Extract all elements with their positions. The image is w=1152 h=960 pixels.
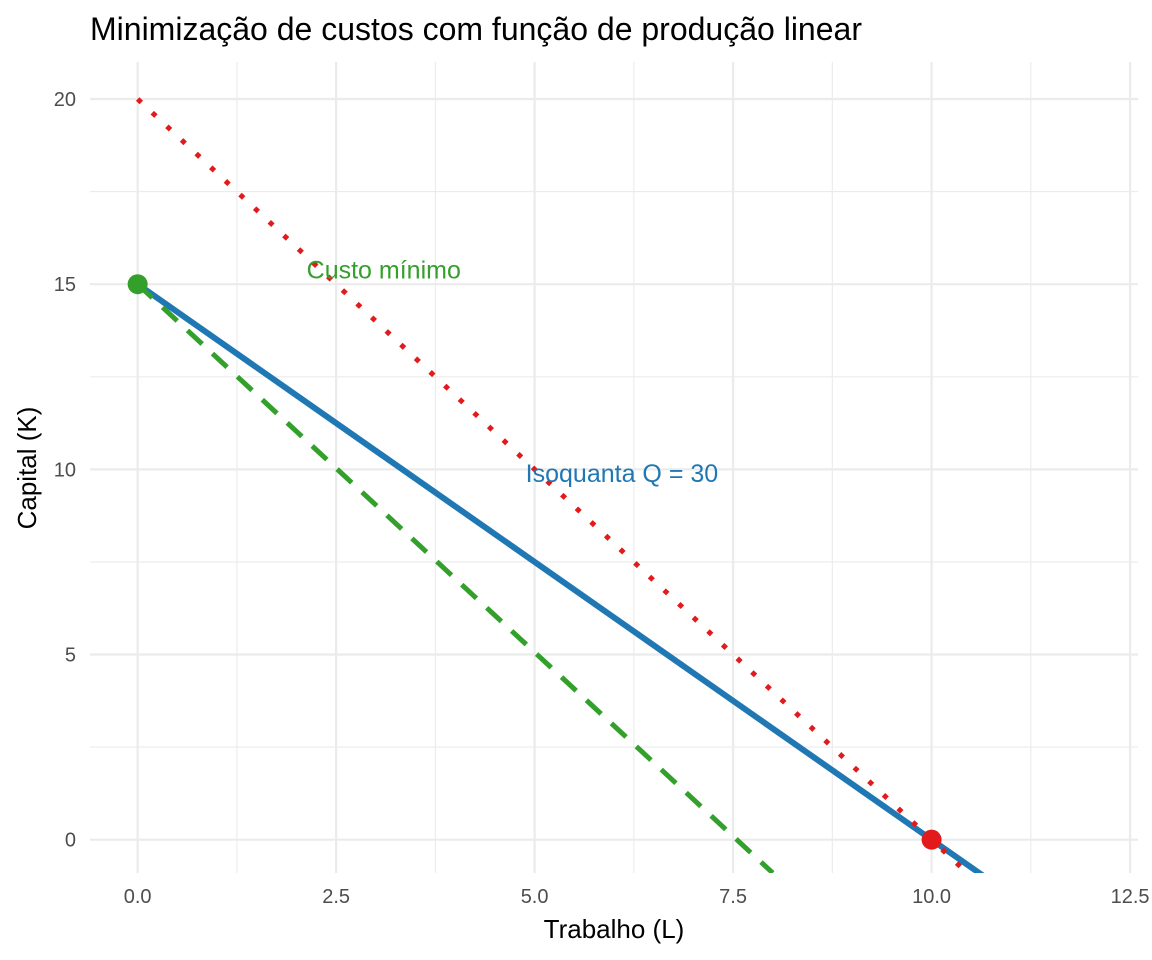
y-axis-ticks: 0 5 10 15 20 <box>54 89 76 852</box>
x-tick-label: 2.5 <box>322 886 350 908</box>
y-tick-label: 10 <box>54 459 76 481</box>
y-tick-label: 5 <box>65 645 76 667</box>
y-tick-label: 20 <box>54 89 76 111</box>
x-tick-label: 10.0 <box>912 886 951 908</box>
series-line-solid <box>135 281 985 873</box>
y-tick-label: 0 <box>65 830 76 852</box>
annotation-label: Custo mínimo <box>307 256 461 284</box>
x-tick-label: 12.5 <box>1111 886 1150 908</box>
y-tick-label: 15 <box>54 274 76 296</box>
series-line-dashed <box>135 282 775 873</box>
chart-title: Minimização de custos com função de prod… <box>90 11 862 47</box>
data-point <box>921 829 942 850</box>
x-axis-title: Trabalho (L) <box>544 914 685 944</box>
annotation-label: Isoquanta Q = 30 <box>526 460 719 488</box>
y-axis-title: Capital (K) <box>12 407 42 530</box>
x-tick-label: 5.0 <box>521 886 549 908</box>
series-line-dotted <box>135 97 971 873</box>
points-layer <box>127 274 942 850</box>
data-point <box>127 274 148 295</box>
annotations: Custo mínimo Isoquanta Q = 30 <box>307 256 719 488</box>
x-tick-label: 0.0 <box>124 886 152 908</box>
series-layer <box>135 97 985 873</box>
x-tick-label: 7.5 <box>719 886 747 908</box>
grid <box>90 62 1138 873</box>
x-axis-ticks: 0.0 2.5 5.0 7.5 10.0 12.5 <box>124 886 1150 908</box>
